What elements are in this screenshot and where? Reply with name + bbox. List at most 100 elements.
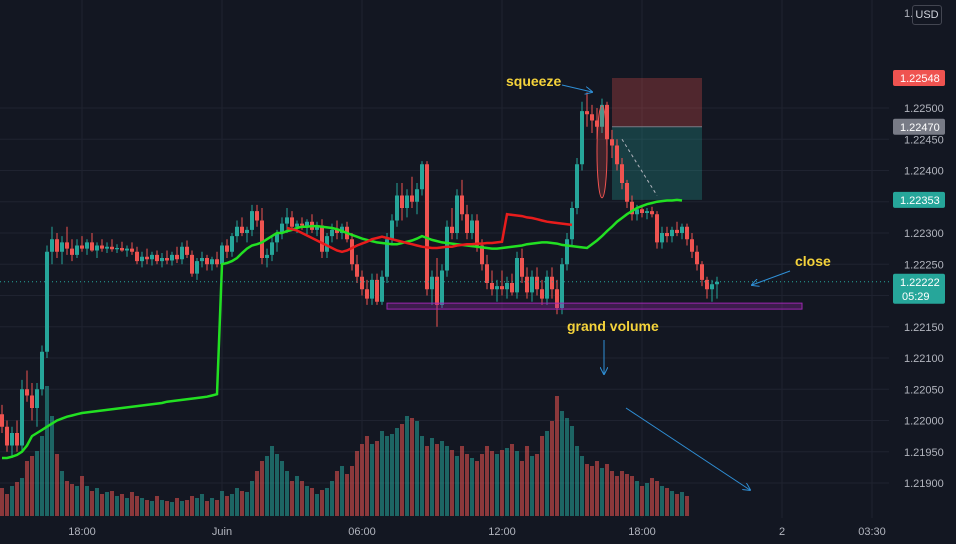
candle-body	[215, 259, 219, 265]
candle-body	[365, 289, 369, 299]
price-tag	[893, 191, 945, 208]
candle-body	[260, 220, 264, 258]
volume-bar	[135, 496, 139, 516]
annotations: squeeze close grand volume	[506, 73, 831, 334]
annotation-label: close	[795, 253, 831, 269]
volume-bar	[175, 498, 179, 516]
position-zones	[612, 78, 702, 200]
candle-body	[585, 111, 589, 115]
volume-bar	[90, 491, 94, 516]
price-tag	[893, 273, 945, 304]
candle-body	[550, 276, 554, 290]
candle-body	[280, 223, 284, 233]
volume-bar	[375, 441, 379, 516]
candle-body	[455, 195, 459, 233]
candle-body	[20, 389, 24, 446]
volume-bar	[670, 491, 674, 516]
candle-body	[705, 279, 709, 290]
candle-body	[595, 120, 599, 127]
candle-body	[65, 242, 69, 249]
volume-bar	[65, 481, 69, 516]
candle-body	[695, 251, 699, 265]
volume-bar	[640, 486, 644, 516]
volume-bar	[575, 446, 579, 516]
candle-body	[575, 164, 579, 208]
volume-bar	[605, 464, 609, 516]
volume-bar	[125, 498, 129, 516]
candle-body	[35, 389, 39, 408]
price-tick-label: 1.22000	[904, 416, 944, 428]
candle-body	[485, 264, 489, 283]
countdown-label: 05:29	[902, 291, 930, 303]
volume-bar	[560, 411, 564, 516]
volume-bar	[200, 494, 204, 516]
volume-bar	[60, 471, 64, 516]
volume-bar	[600, 468, 604, 516]
volume-bar	[530, 456, 534, 516]
volume-bar	[340, 466, 344, 516]
candle-body	[530, 276, 534, 293]
candle-body	[465, 214, 469, 233]
volume-bar	[165, 501, 169, 516]
candle-body	[450, 226, 454, 233]
candle-body	[95, 245, 99, 251]
candle-body	[90, 242, 94, 251]
candle-body	[175, 254, 179, 260]
price-tick-label: 1.22300	[904, 228, 944, 240]
volume-bar	[150, 501, 154, 516]
candle-body	[380, 276, 384, 302]
volume-bar	[665, 488, 669, 516]
volume-bar	[230, 494, 234, 516]
candle-body	[315, 225, 319, 230]
candle-body	[400, 195, 404, 208]
candle-body	[385, 239, 389, 277]
time-axis[interactable]: 18:00 Juin 06:00 12:00 18:00 2 03:30	[0, 518, 956, 544]
volume-bar	[360, 444, 364, 516]
volume-bar	[280, 461, 284, 516]
price-axis[interactable]: 1.21900 1.21950 1.22000 1.22050 1.22100 1.221…	[889, 0, 956, 518]
volume-bar	[570, 426, 574, 516]
candle-body	[130, 248, 134, 252]
candle-body	[700, 264, 704, 280]
candle-body	[640, 209, 644, 213]
candle-body	[275, 233, 279, 243]
candle-body	[195, 261, 199, 274]
time-axis-background	[0, 518, 956, 544]
volume-bar	[440, 441, 444, 516]
candle-body	[350, 239, 354, 265]
volume-bar	[525, 446, 529, 516]
candle-body	[565, 239, 569, 265]
candle-body	[490, 283, 494, 290]
candle-body	[45, 251, 49, 352]
volume-bar	[105, 492, 109, 516]
candle-body	[660, 233, 664, 243]
volume-bar	[615, 476, 619, 516]
price-tick-label: 1.22050	[904, 384, 944, 396]
price-tick-label: 1.21900	[904, 478, 944, 490]
volume-bar	[610, 471, 614, 516]
candle-body	[200, 258, 204, 262]
volume-bar	[425, 446, 429, 516]
candle-body	[615, 145, 619, 165]
price-tick-label: 1.22500	[904, 103, 944, 115]
volume-bar	[140, 498, 144, 516]
candle-body	[270, 242, 274, 255]
volume-bar	[210, 498, 214, 516]
volume-bar	[20, 478, 24, 516]
price-axis-background	[889, 0, 956, 518]
currency-button[interactable]: USD	[912, 5, 942, 25]
candle-body	[150, 254, 154, 260]
volume-bar	[10, 486, 14, 516]
candle-body	[470, 220, 474, 233]
candle-body	[125, 248, 129, 251]
close-arrow	[752, 270, 791, 285]
volume-bar	[55, 454, 59, 516]
volume-bar	[410, 418, 414, 516]
candle-body	[555, 289, 559, 308]
volume-bar	[215, 500, 219, 516]
volume-bar	[100, 494, 104, 516]
volume-bar	[310, 488, 314, 516]
candle-body	[40, 351, 44, 390]
volume-bar	[630, 476, 634, 516]
